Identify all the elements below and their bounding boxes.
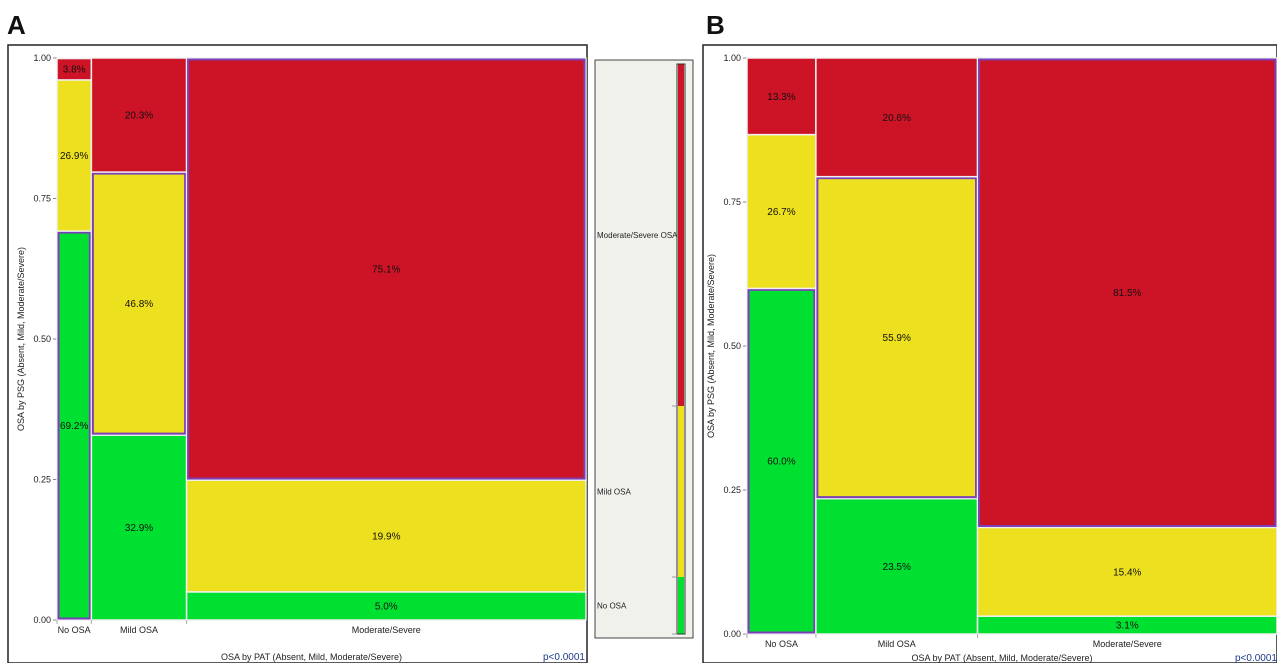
- mosaic-cell: [90, 57, 188, 173]
- mosaic-cell: [90, 434, 188, 621]
- y-tick-label: 0.50: [723, 341, 741, 351]
- mosaic-cell: [185, 479, 587, 593]
- cell-value-label: 69.2%: [60, 421, 88, 432]
- x-category-label: Moderate/Severe: [352, 625, 421, 635]
- cell-value-label: 13.3%: [767, 92, 795, 103]
- mosaic-cell: [56, 230, 93, 621]
- cell-value-label: 23.5%: [883, 562, 911, 573]
- x-axis-label: OSA by PAT (Absent, Mild, Moderate/Sever…: [221, 652, 402, 662]
- y-tick-label: 1.00: [723, 53, 741, 63]
- cell-value-label: 75.1%: [372, 265, 400, 276]
- legend-color-bar: [678, 64, 684, 406]
- cell-value-label: 20.6%: [883, 113, 911, 124]
- y-tick-label: 0.75: [33, 194, 51, 204]
- legend-color-bar: [678, 577, 684, 634]
- y-axis-label: OSA by PSG (Absent, Mild, Moderate/Sever…: [16, 247, 26, 431]
- legend-label: No OSA: [597, 602, 627, 611]
- panel-label-b: B: [706, 10, 725, 40]
- cell-value-label: 3.1%: [1116, 621, 1139, 632]
- mosaic-cell: [815, 57, 979, 178]
- legend-color-bar: [678, 406, 684, 577]
- mosaic-panel-a: 0.00 0.25 0.50 0.75 1.00 OSA by PSG (Absent, …: [7, 44, 588, 663]
- cell-value-label: 81.5%: [1113, 288, 1141, 299]
- mosaic-cell: [90, 171, 188, 436]
- mosaic-cell: [185, 57, 587, 481]
- legend: Moderate/Severe OSA Mild OSA No OSA: [594, 59, 694, 639]
- mosaic-cell-highlight: [747, 288, 816, 634]
- x-axis-label: OSA by PAT (Absent, Mild, Moderate/Sever…: [911, 653, 1092, 663]
- y-tick-label: 0.00: [33, 615, 51, 625]
- x-category-label: No OSA: [58, 625, 91, 635]
- cell-value-label: 5.0%: [375, 601, 398, 612]
- mosaic-cell: [976, 57, 1277, 529]
- x-category-label: No OSA: [765, 639, 798, 649]
- mosaic-cell-highlight: [91, 172, 187, 435]
- y-tick-label: 0.50: [33, 334, 51, 344]
- panel-label-a: A: [7, 10, 26, 40]
- mosaic-cell: [976, 526, 1277, 617]
- cell-value-label: 3.8%: [63, 65, 86, 76]
- x-category-label: Moderate/Severe: [1093, 639, 1162, 649]
- cell-value-label: 46.8%: [125, 299, 153, 310]
- legend-label: Moderate/Severe OSA: [597, 231, 678, 240]
- p-value: p<0.0001: [1235, 653, 1277, 663]
- cell-value-label: 20.3%: [125, 111, 153, 122]
- cell-value-label: 32.9%: [125, 523, 153, 534]
- mosaic-cell: [185, 591, 587, 621]
- y-tick-label: 1.00: [33, 53, 51, 63]
- mosaic-cell-highlight: [978, 58, 1277, 527]
- x-category-label: Mild OSA: [120, 625, 158, 635]
- mosaic-cell: [746, 287, 817, 635]
- cell-value-label: 60.0%: [767, 457, 795, 468]
- cell-value-label: 55.9%: [883, 333, 911, 344]
- y-axis-label: OSA by PSG (Absent, Mild, Moderate/Sever…: [706, 254, 716, 438]
- mosaic-cell: [746, 57, 817, 136]
- y-tick-label: 0.25: [33, 475, 51, 485]
- mosaic-cell-highlight: [187, 58, 586, 480]
- cell-value-label: 26.9%: [60, 151, 88, 162]
- mosaic-cell: [746, 133, 817, 290]
- mosaic-cell-highlight: [816, 177, 978, 499]
- legend-label: Mild OSA: [597, 488, 631, 497]
- mosaic-panel-b: 0.00 0.25 0.50 0.75 1.00 OSA by PSG (Absent, …: [702, 44, 1277, 663]
- mosaic-cell: [815, 497, 979, 635]
- cell-value-label: 19.9%: [372, 531, 400, 542]
- x-category-label: Mild OSA: [878, 639, 916, 649]
- y-tick-label: 0.25: [723, 485, 741, 495]
- mosaic-cell-highlight: [57, 231, 91, 620]
- legend-bar-frame: [676, 63, 686, 635]
- y-tick-label: 0.75: [723, 197, 741, 207]
- p-value: p<0.0001: [543, 652, 585, 663]
- cell-value-label: 26.7%: [767, 207, 795, 218]
- mosaic-cell: [815, 175, 979, 500]
- y-tick-label: 0.00: [723, 629, 741, 639]
- cell-value-label: 15.4%: [1113, 567, 1141, 578]
